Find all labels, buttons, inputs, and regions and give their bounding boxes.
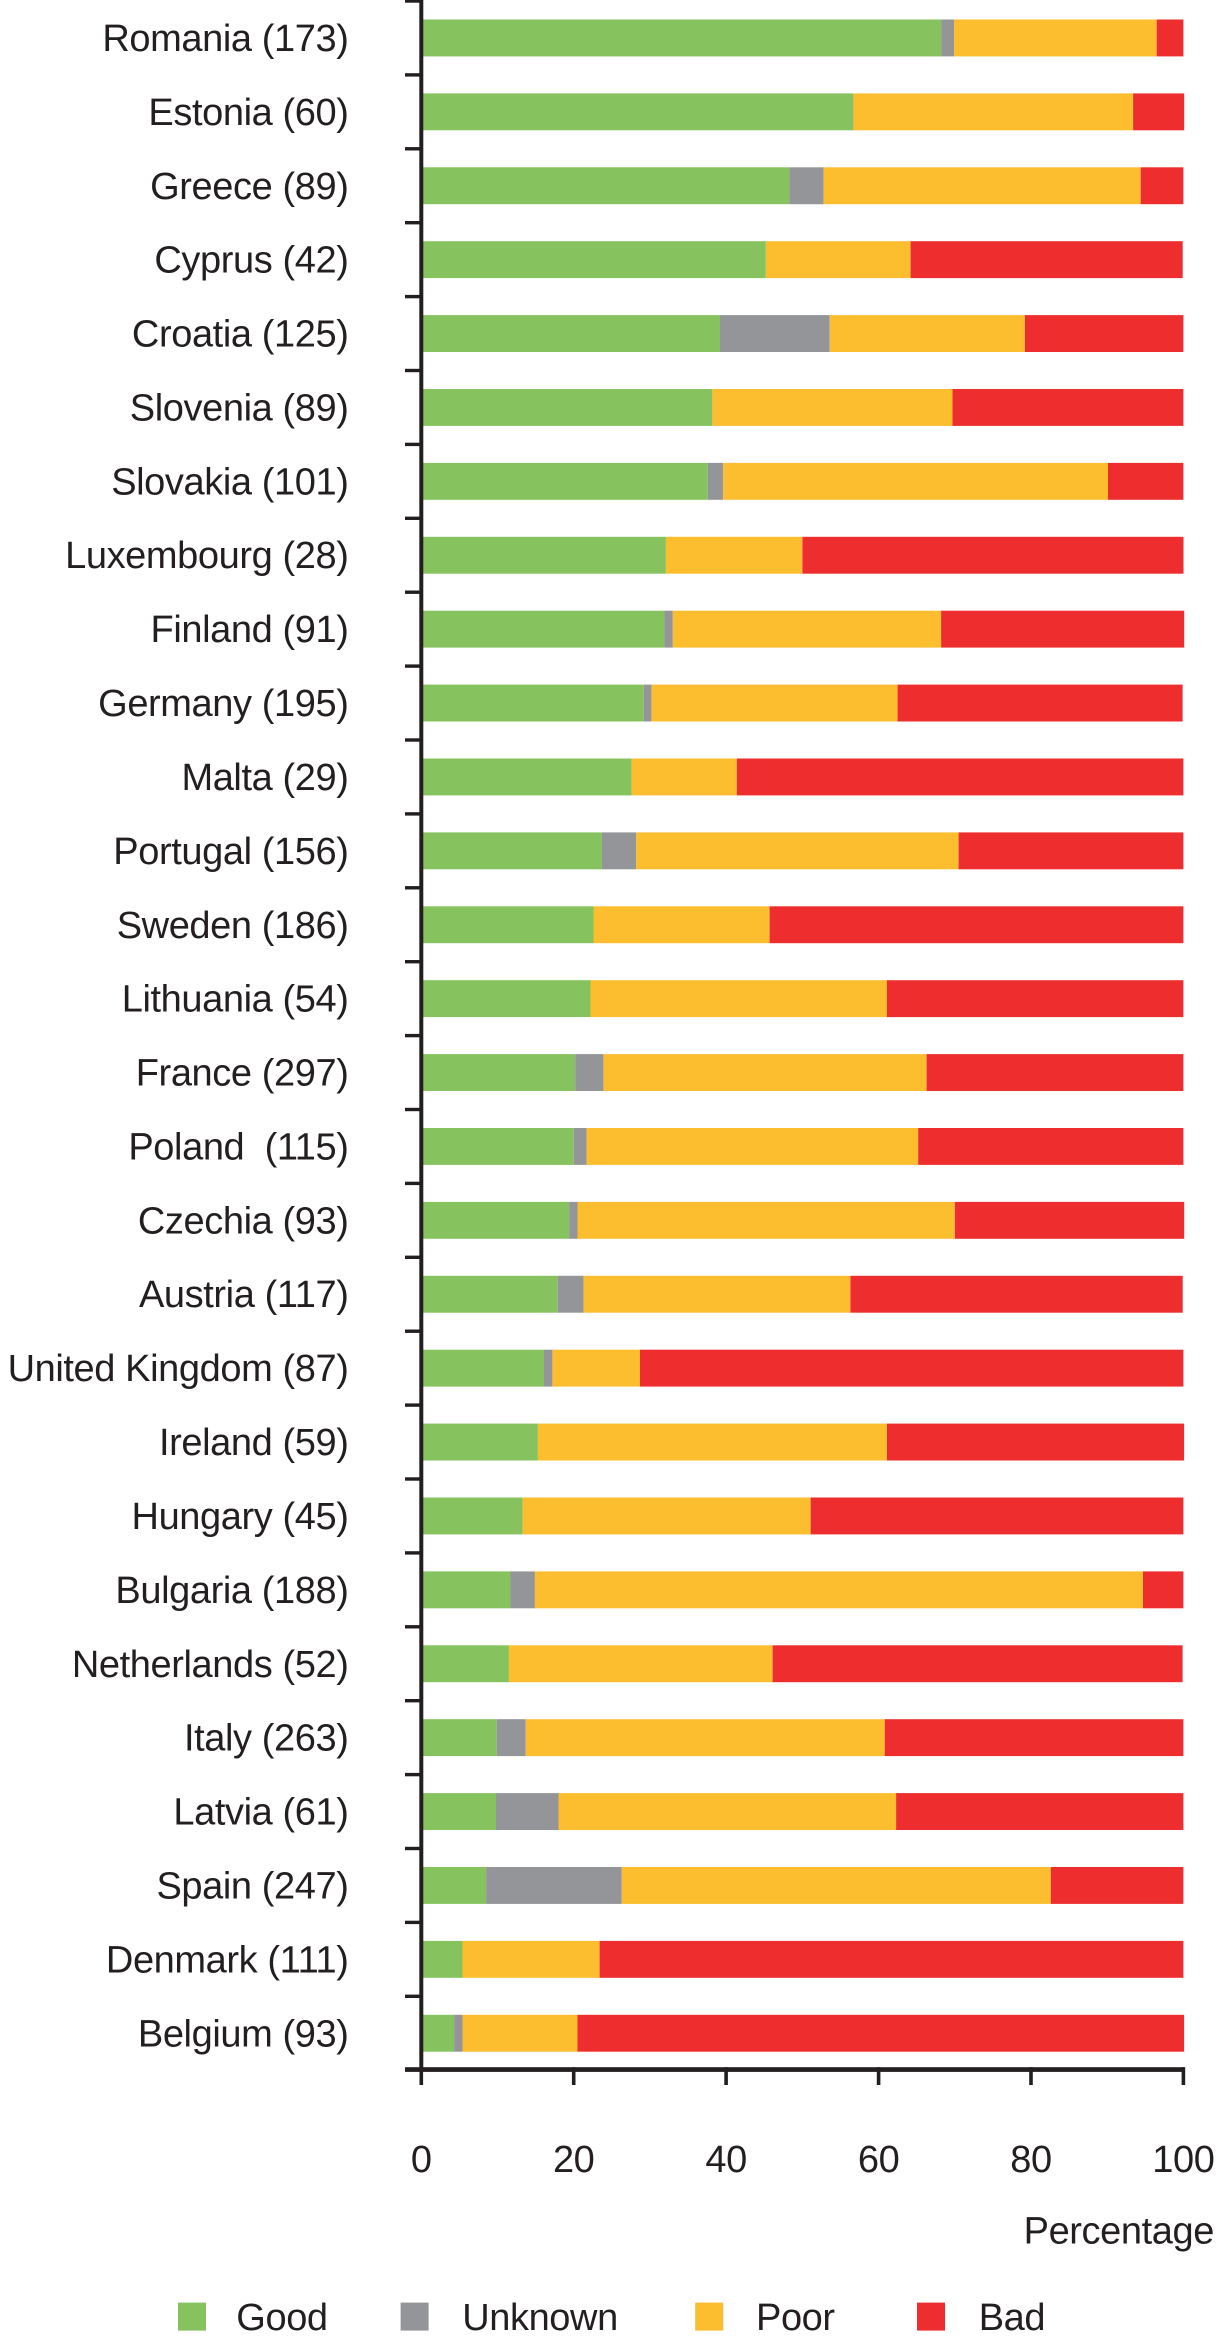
svg-text:Slovenia (89): Slovenia (89): [130, 388, 349, 430]
svg-text:Slovakia (101): Slovakia (101): [111, 461, 348, 503]
svg-text:Poland (115): Poland (115): [128, 1127, 348, 1169]
svg-text:Belgium (93): Belgium (93): [138, 2013, 349, 2055]
svg-text:Finland (91): Finland (91): [151, 609, 349, 651]
svg-text:Germany (195): Germany (195): [98, 683, 348, 725]
svg-text:Ireland (59): Ireland (59): [159, 1422, 349, 1464]
svg-text:Percentage: Percentage: [1024, 2211, 1214, 2253]
svg-text:Portugal (156): Portugal (156): [113, 831, 348, 873]
svg-text:Greece (89): Greece (89): [150, 166, 348, 208]
svg-text:Lithuania (54): Lithuania (54): [122, 979, 349, 1021]
svg-text:Denmark (111): Denmark (111): [106, 1939, 349, 1981]
svg-text:United Kingdom (87): United Kingdom (87): [8, 1348, 349, 1390]
svg-text:Hungary (45): Hungary (45): [132, 1496, 349, 1538]
svg-text:Sweden (186): Sweden (186): [117, 905, 349, 947]
svg-text:Croatia (125): Croatia (125): [132, 314, 349, 356]
svg-text:Austria (117): Austria (117): [139, 1274, 349, 1316]
svg-text:100: 100: [1152, 2139, 1214, 2181]
svg-text:60: 60: [858, 2139, 899, 2181]
svg-text:40: 40: [705, 2139, 746, 2181]
svg-text:20: 20: [553, 2139, 594, 2181]
svg-text:Malta (29): Malta (29): [181, 757, 348, 799]
svg-text:Good: Good: [236, 2297, 327, 2339]
svg-text:Italy (263): Italy (263): [184, 1718, 349, 1760]
svg-text:Bulgaria (188): Bulgaria (188): [115, 1570, 348, 1612]
svg-text:Cyprus (42): Cyprus (42): [154, 240, 348, 282]
svg-text:Netherlands (52): Netherlands (52): [72, 1644, 349, 1686]
svg-text:Unknown: Unknown: [462, 2297, 618, 2339]
svg-text:Czechia (93): Czechia (93): [138, 1200, 349, 1242]
svg-text:Bad: Bad: [979, 2297, 1045, 2339]
svg-text:Poor: Poor: [756, 2297, 835, 2339]
svg-text:0: 0: [411, 2139, 432, 2181]
svg-text:Romania (173): Romania (173): [102, 18, 348, 60]
svg-text:80: 80: [1010, 2139, 1051, 2181]
svg-text:Luxembourg (28): Luxembourg (28): [65, 535, 348, 577]
svg-text:France (297): France (297): [136, 1053, 349, 1095]
svg-text:Estonia (60): Estonia (60): [148, 92, 348, 134]
svg-text:Latvia (61): Latvia (61): [173, 1792, 348, 1834]
svg-text:Spain (247): Spain (247): [156, 1866, 348, 1908]
